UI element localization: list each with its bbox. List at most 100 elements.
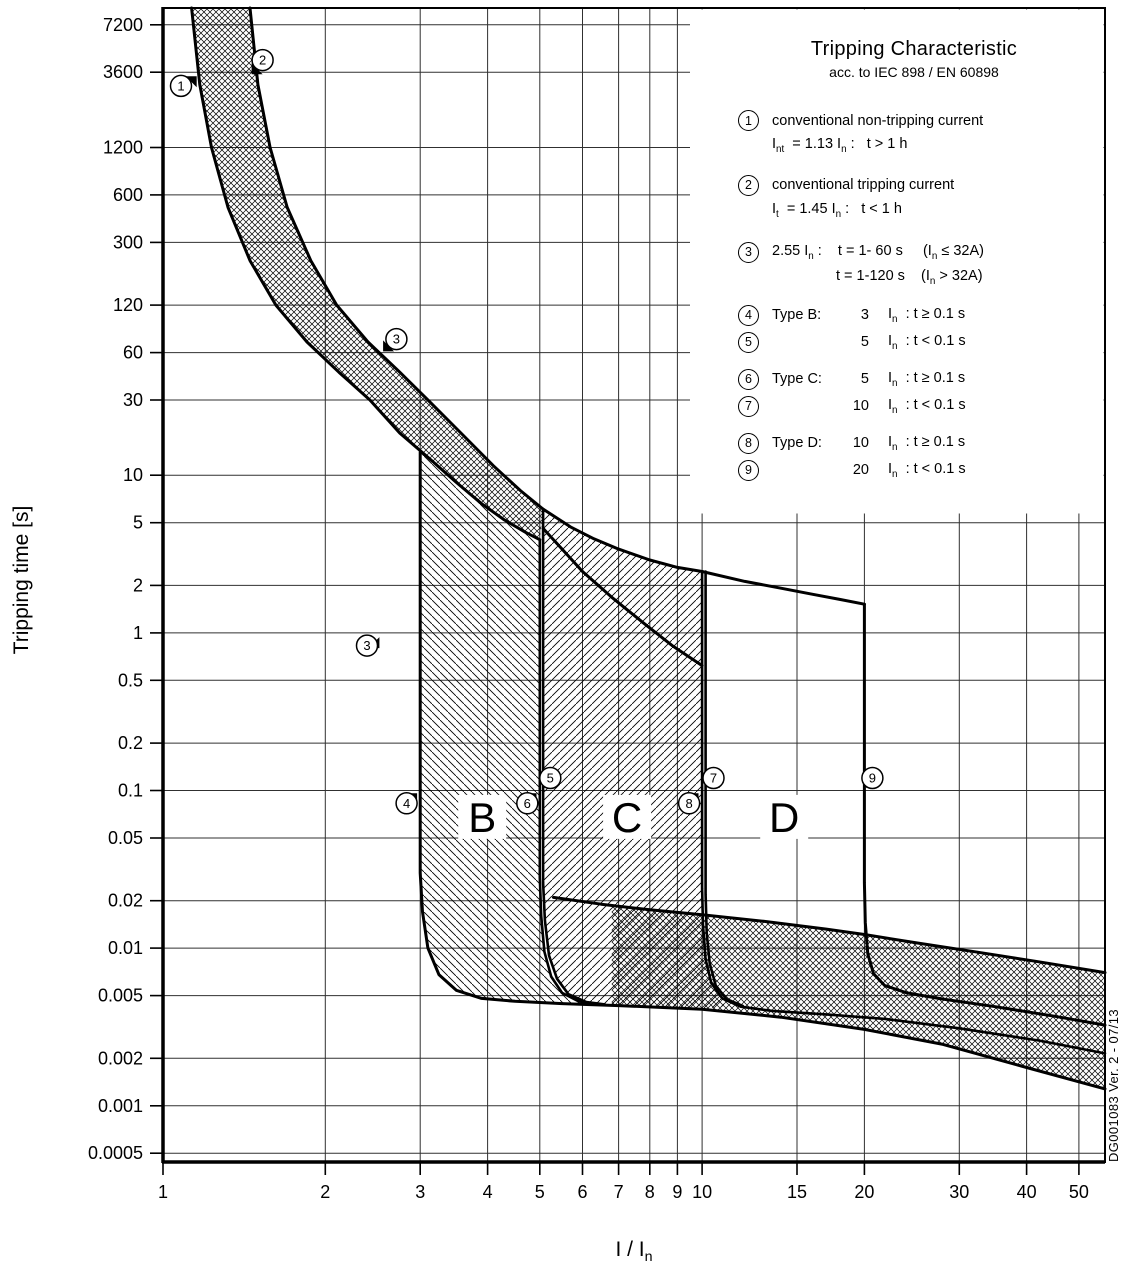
legend-item-1: 1 conventional non-tripping current <box>723 110 1105 131</box>
svg-text:0.1: 0.1 <box>118 781 143 801</box>
marker-number: 5 <box>547 771 554 786</box>
region-letter-backing <box>760 794 809 839</box>
legend-item-2: 2 conventional tripping current <box>723 174 1105 196</box>
region-letter-C: C <box>612 794 642 841</box>
marker-flag-icon <box>251 63 263 75</box>
marker-circle <box>861 766 884 790</box>
svg-text:0.5: 0.5 <box>118 670 143 690</box>
svg-text:0.005: 0.005 <box>98 986 143 1006</box>
marker-number: 3 <box>393 332 400 347</box>
svg-text:7200: 7200 <box>103 15 143 35</box>
region-type-b <box>420 452 594 1005</box>
curve-c-right <box>700 570 1107 1055</box>
curve-c-inner <box>541 526 704 668</box>
region-instantaneous-band <box>611 905 1105 1089</box>
legend-type-label: Type B: <box>772 307 822 324</box>
marker-circle <box>385 327 408 351</box>
region-letter-backing <box>458 794 507 839</box>
legend-number-badge: 1 <box>738 110 759 131</box>
legend-item-formula: t = 1-120 s (In > 32A) <box>836 267 983 287</box>
svg-text:3600: 3600 <box>103 62 143 82</box>
marker-number: 7 <box>710 771 717 786</box>
region-thermal-band <box>191 8 544 540</box>
svg-text:600: 600 <box>113 185 143 205</box>
svg-text:120: 120 <box>113 295 143 315</box>
marker-4: 4 <box>395 792 418 815</box>
svg-text:8: 8 <box>645 1182 655 1202</box>
marker-3: 3 <box>355 634 380 657</box>
legend-condition: In : t ≥ 0.1 s <box>888 305 966 325</box>
marker-number: 9 <box>869 771 876 786</box>
marker-5: 5 <box>539 766 562 790</box>
marker-2: 2 <box>251 48 274 75</box>
legend-number-badge: 4 <box>738 304 759 326</box>
legend-condition: In : t < 0.1 s <box>888 332 966 352</box>
svg-text:0.02: 0.02 <box>108 891 143 911</box>
legend-number-badge: 7 <box>738 395 759 417</box>
curve-c-top <box>541 507 704 573</box>
legend-subtitle: acc. to IEC 898 / EN 60898 <box>829 64 999 80</box>
svg-text:1: 1 <box>158 1182 168 1202</box>
legend-multiple: 5 <box>860 371 869 388</box>
legend-item-text: conventional tripping current <box>772 177 955 194</box>
y-axis-title: Tripping time [s] <box>10 505 33 655</box>
svg-text:0.05: 0.05 <box>108 828 143 848</box>
legend-number-badge: 5 <box>738 331 759 353</box>
curve-b-left-and-bottom <box>418 450 1107 1091</box>
svg-text:30: 30 <box>123 390 143 410</box>
legend-number-badge: 2 <box>738 174 759 196</box>
legend-item-formula: It = 1.45 In : t < 1 h <box>772 200 902 220</box>
x-axis-title: I / In <box>615 1238 653 1266</box>
legend-number-badge: 6 <box>738 368 759 390</box>
legend-item-text: 2.55 In : t = 1- 60 s (In ≤ 32A) <box>772 242 984 262</box>
svg-text:2: 2 <box>320 1182 330 1202</box>
svg-text:1: 1 <box>133 623 143 643</box>
svg-text:0.002: 0.002 <box>98 1048 143 1068</box>
marker-circle <box>355 634 379 657</box>
curve-d-right-20 <box>862 602 1107 1027</box>
marker-circle <box>677 792 701 815</box>
marker-number: 3 <box>363 638 370 653</box>
marker-circle <box>395 792 418 815</box>
legend-multiple: 5 <box>860 334 869 351</box>
legend-type-label: Type C: <box>772 371 822 388</box>
svg-text:60: 60 <box>123 343 143 363</box>
marker-8: 8 <box>677 792 701 815</box>
marker-7: 7 <box>702 766 725 790</box>
svg-text:50: 50 <box>1069 1182 1089 1202</box>
curve-upper-thermal <box>248 6 545 511</box>
curve-d-left <box>704 570 745 1008</box>
legend-condition: In : t ≥ 0.1 s <box>888 369 966 389</box>
marker-number: 4 <box>403 796 410 811</box>
svg-text:4: 4 <box>483 1182 493 1202</box>
svg-text:10: 10 <box>692 1182 712 1202</box>
legend-multiple: 10 <box>852 435 869 452</box>
marker-circle <box>251 48 274 72</box>
curve-band-top <box>551 895 1107 975</box>
svg-text:10: 10 <box>123 465 143 485</box>
legend-item-9: 9 20 In : t < 0.1 s <box>723 459 1105 481</box>
legend-item-8: 8 Type D: 10 In : t ≥ 0.1 s <box>723 432 1105 454</box>
curve-b-right <box>538 538 603 1007</box>
marker-circle <box>169 74 193 98</box>
svg-text:30: 30 <box>949 1182 969 1202</box>
marker-3: 3 <box>383 327 408 352</box>
svg-text:20: 20 <box>854 1182 874 1202</box>
y-tick-labels: 7200 3600 1200 600 300 120 60 30 10 5 2 1 0.5 0.2 0.1 0… <box>88 15 163 1163</box>
legend-multiple: 10 <box>852 398 869 415</box>
legend-number-badge: 9 <box>738 459 759 481</box>
curve-lower-thermal <box>190 6 542 542</box>
legend-condition: In : t < 0.1 s <box>888 396 966 416</box>
marker-9: 9 <box>861 766 884 790</box>
svg-text:9: 9 <box>672 1182 682 1202</box>
legend-item-6: 6 Type C: 5 In : t ≥ 0.1 s <box>723 368 1105 390</box>
marker-number: 2 <box>259 53 266 68</box>
legend-item-4: 4 Type B: 3 In : t ≥ 0.1 s <box>723 304 1105 326</box>
legend-item-7: 7 10 In : t < 0.1 s <box>723 395 1105 417</box>
legend-item-5: 5 5 In : t < 0.1 s <box>723 331 1105 353</box>
x-tick-labels: 1 2 3 4 5 6 7 8 9 10 15 20 30 40 50 <box>158 1162 1089 1202</box>
legend-condition: In : t < 0.1 s <box>888 460 966 480</box>
marker-circle <box>539 766 562 790</box>
legend-number-badge: 3 <box>738 241 759 263</box>
